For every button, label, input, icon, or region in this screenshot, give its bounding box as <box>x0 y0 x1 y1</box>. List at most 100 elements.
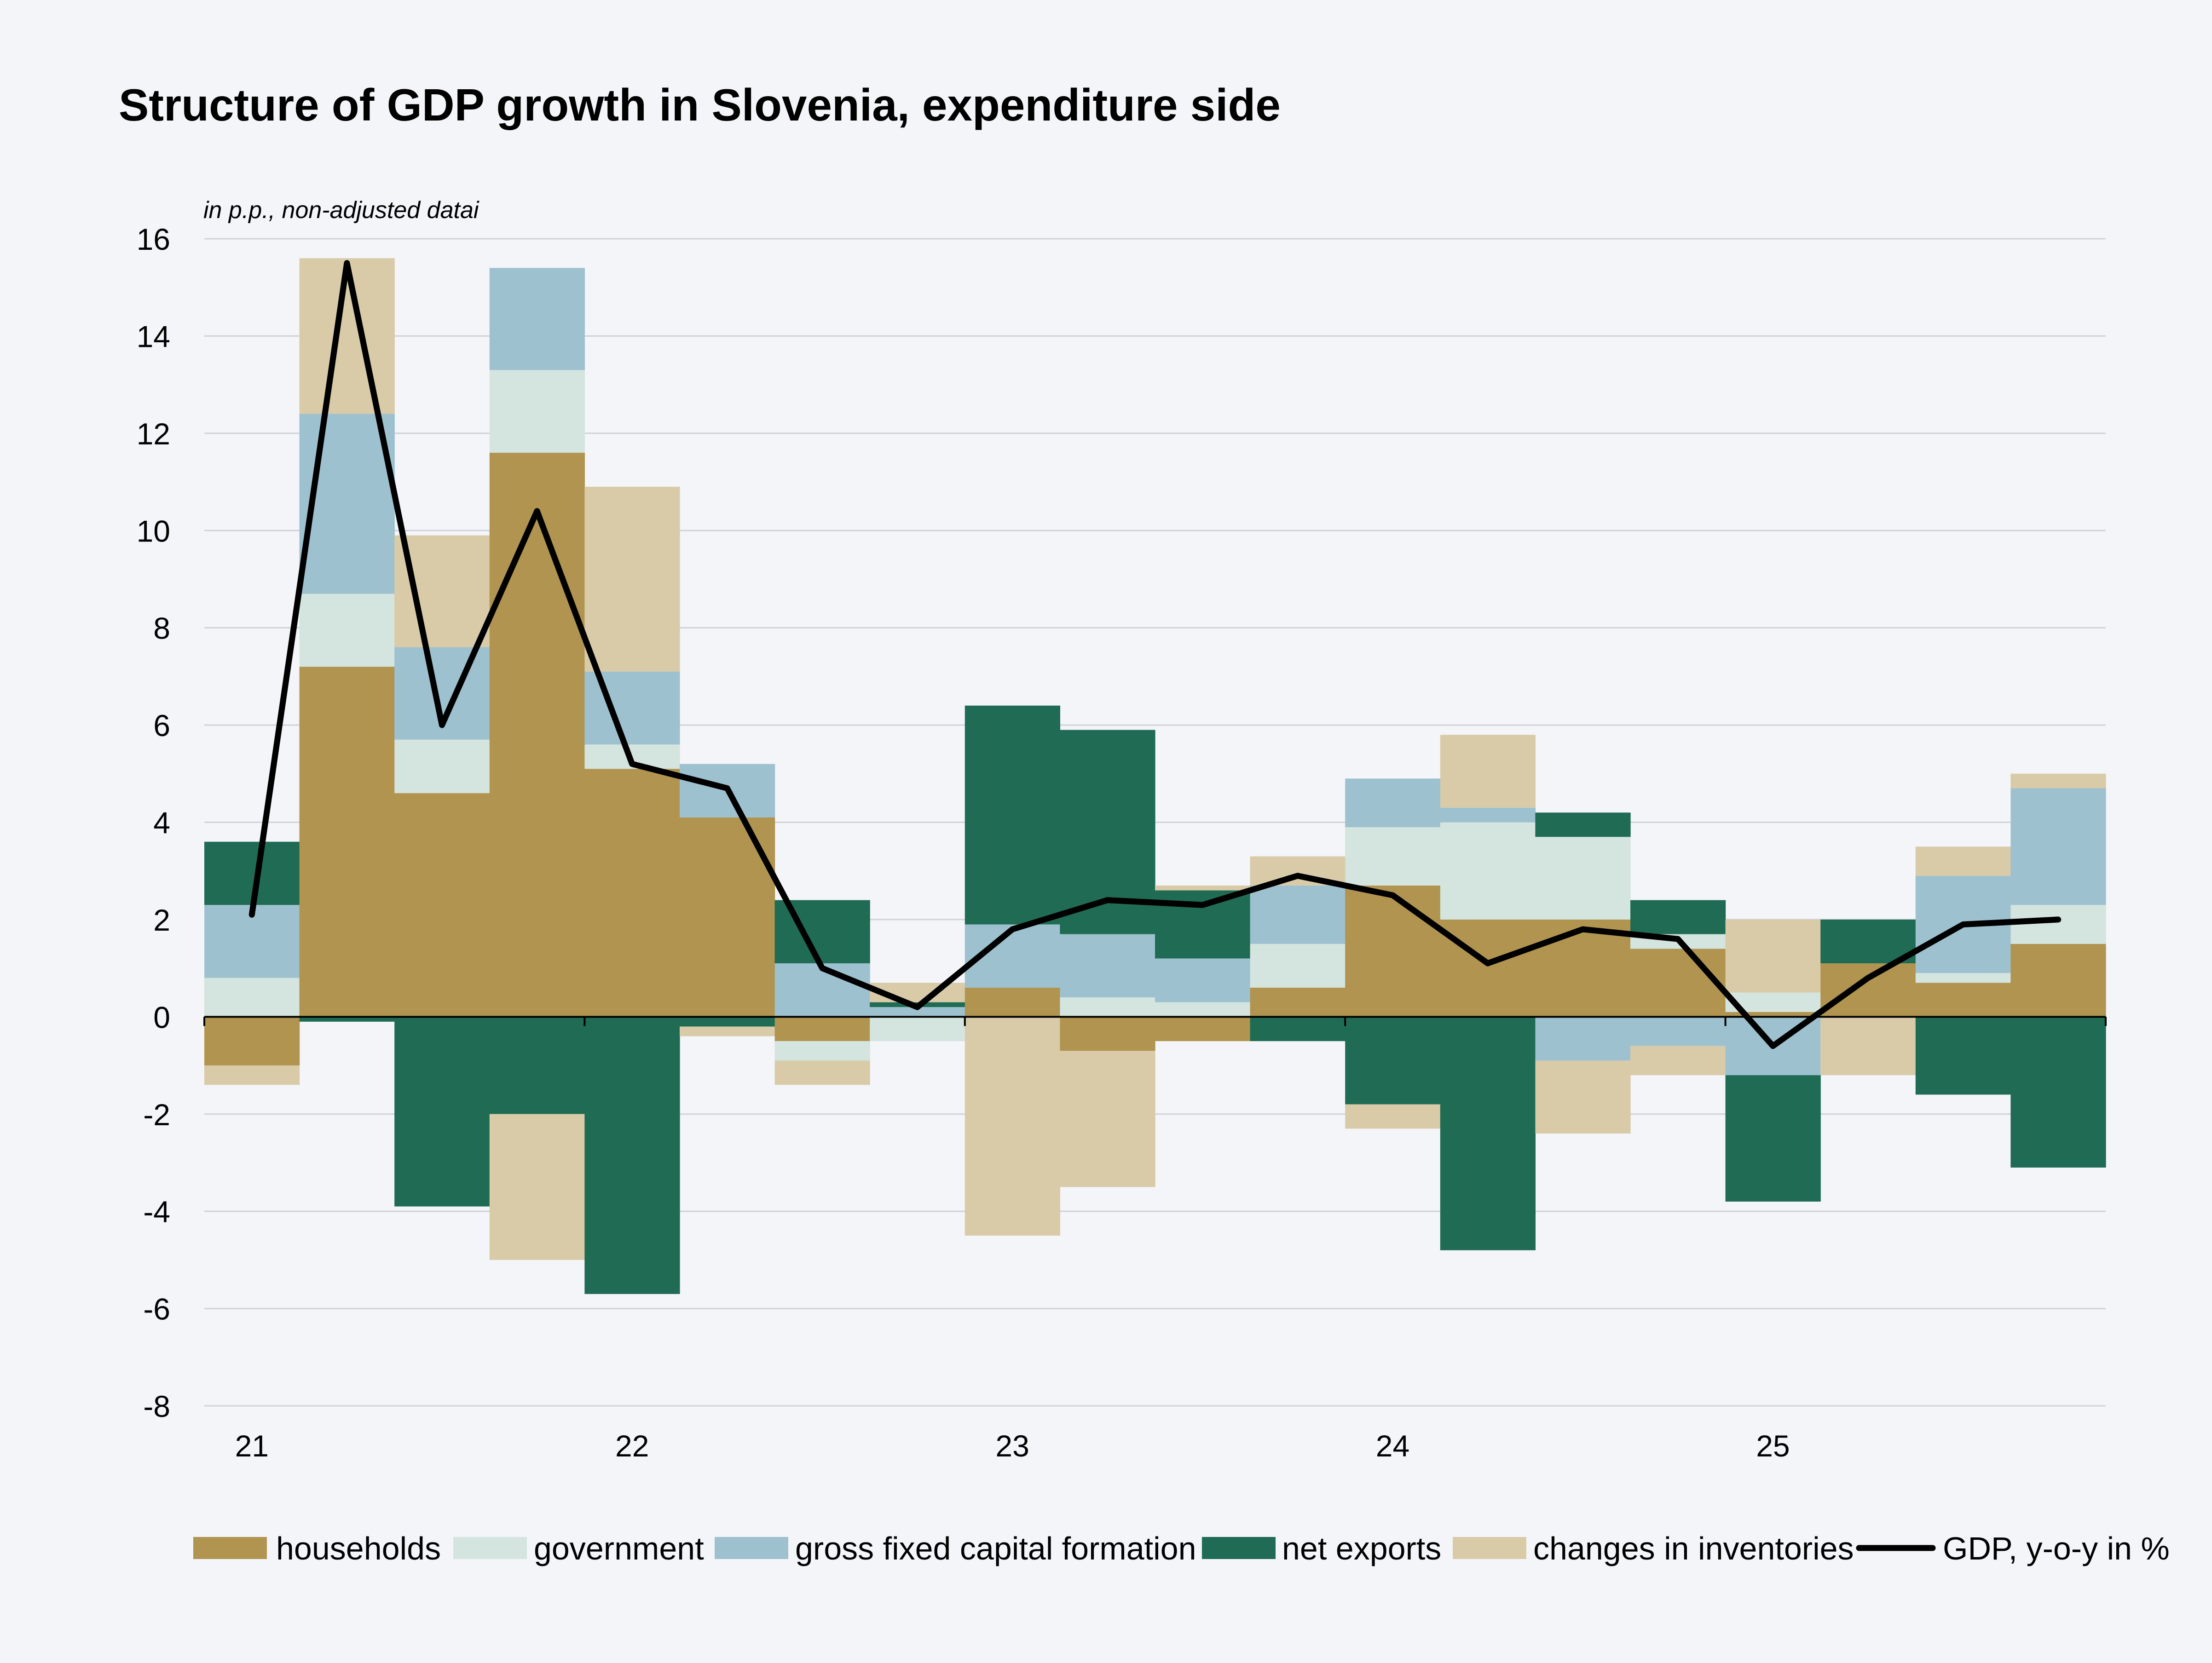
bar-changes-in-inventories-25Q1 <box>1725 919 1821 993</box>
legend-swatch <box>1453 1537 1526 1559</box>
legend-label: government <box>534 1531 704 1566</box>
legend-swatch <box>453 1537 527 1559</box>
legend-swatch <box>1202 1537 1276 1559</box>
y-tick-labels: 16 14 12 10 8 6 4 2 0 -2 -4 -6 -8 <box>137 222 170 1423</box>
bar-households-23Q3 <box>1155 1017 1251 1042</box>
legend-label: households <box>276 1531 441 1566</box>
bar-households-24Q3 <box>1535 919 1631 1017</box>
bar-government-21Q1 <box>204 978 300 1017</box>
bar-households-23Q4 <box>1250 987 1346 1017</box>
bar-net-exports-24Q4 <box>1630 900 1726 934</box>
bar-changes-in-inventories-23Q2 <box>1060 1051 1155 1187</box>
chart-subtitle: in p.p., non-adjusted datai <box>203 197 479 224</box>
bar-net-exports-22Q2 <box>680 1017 775 1027</box>
y-tick-label: 16 <box>137 222 170 256</box>
bar-government-24Q3 <box>1535 837 1631 920</box>
bar-changes-in-inventories-24Q1 <box>1345 1104 1441 1129</box>
bar-net-exports-22Q1 <box>584 1017 680 1294</box>
bar-net-exports-24Q1 <box>1345 1017 1441 1105</box>
bar-net-exports-25Q1 <box>1725 1075 1821 1202</box>
legend-label: net exports <box>1282 1531 1441 1566</box>
bar-government-24Q1 <box>1345 827 1441 886</box>
bar-net-exports-21Q4 <box>489 1017 585 1114</box>
bar-changes-in-inventories-22Q1 <box>584 487 680 672</box>
y-tick-label: 4 <box>153 806 170 840</box>
axis-layer <box>203 1016 2107 1026</box>
bar-households-24Q1 <box>1345 885 1441 1017</box>
x-tick-label: 23 <box>995 1429 1029 1463</box>
bar-gross-fixed-capital-formation-24Q2 <box>1440 807 1536 823</box>
x-tick-labels: 21 22 23 24 25 <box>235 1429 1790 1463</box>
bar-net-exports-25Q4 <box>2010 1017 2106 1168</box>
bar-government-25Q3 <box>1915 973 2011 983</box>
bar-households-21Q3 <box>394 793 490 1017</box>
bar-government-23Q2 <box>1060 997 1155 1017</box>
legend-label: changes in inventories <box>1533 1531 1854 1566</box>
bar-gross-fixed-capital-formation-21Q4 <box>489 268 585 370</box>
y-tick-label: 6 <box>153 708 170 742</box>
gdp-line <box>248 260 2062 1049</box>
y-tick-label: -2 <box>143 1098 170 1132</box>
bar-gross-fixed-capital-formation-22Q4 <box>870 1007 965 1017</box>
bar-changes-in-inventories-22Q3 <box>774 1060 870 1085</box>
bar-government-23Q3 <box>1155 1002 1251 1017</box>
x-tick-label: 24 <box>1376 1429 1409 1463</box>
bar-changes-in-inventories-21Q1 <box>204 1065 300 1085</box>
bar-government-25Q4 <box>2010 905 2106 944</box>
bar-government-24Q2 <box>1440 822 1536 920</box>
bar-gross-fixed-capital-formation-24Q3 <box>1535 1017 1631 1061</box>
bar-changes-in-inventories-24Q4 <box>1630 1046 1726 1076</box>
line-layer <box>248 260 2062 1049</box>
bar-net-exports-21Q2 <box>299 1017 395 1022</box>
bar-net-exports-25Q3 <box>1915 1017 2011 1095</box>
bar-gross-fixed-capital-formation-24Q4 <box>1630 1017 1726 1046</box>
legend-swatch <box>715 1537 788 1559</box>
bar-gross-fixed-capital-formation-23Q4 <box>1250 885 1346 944</box>
bar-changes-in-inventories-25Q3 <box>1915 846 2011 876</box>
bar-government-22Q4 <box>870 1017 965 1042</box>
bar-gross-fixed-capital-formation-21Q2 <box>299 414 395 594</box>
legend-label: GDP, y-o-y in % <box>1943 1531 2170 1566</box>
legend-swatch <box>193 1537 267 1559</box>
legend: households government gross fixed capital … <box>193 1531 2170 1566</box>
bar-households-25Q3 <box>1915 983 2011 1017</box>
bar-changes-in-inventories-21Q3 <box>394 535 490 647</box>
bar-changes-in-inventories-25Q4 <box>2010 773 2106 788</box>
bar-households-25Q2 <box>1820 963 1916 1017</box>
bar-households-22Q1 <box>584 769 680 1017</box>
bar-changes-in-inventories-23Q1 <box>965 1017 1060 1236</box>
y-tick-label: 14 <box>137 319 170 353</box>
y-tick-label: 2 <box>153 903 170 937</box>
bar-households-21Q4 <box>489 453 585 1017</box>
legend-item: changes in inventories <box>1453 1531 1854 1566</box>
bar-households-21Q1 <box>204 1017 300 1066</box>
y-tick-label: 8 <box>153 611 170 645</box>
bar-households-25Q1 <box>1725 1012 1821 1017</box>
bar-government-21Q4 <box>489 370 585 453</box>
bar-net-exports-24Q2 <box>1440 1017 1536 1250</box>
bar-gross-fixed-capital-formation-23Q3 <box>1155 958 1251 1002</box>
bar-changes-in-inventories-24Q2 <box>1440 735 1536 808</box>
y-tick-label: 10 <box>137 514 170 548</box>
legend-item: gross fixed capital formation <box>715 1531 1196 1566</box>
y-tick-label: 0 <box>153 1000 170 1034</box>
bar-gross-fixed-capital-formation-25Q4 <box>2010 788 2106 905</box>
legend-item: net exports <box>1202 1531 1441 1566</box>
bar-households-21Q2 <box>299 667 395 1017</box>
bar-net-exports-21Q3 <box>394 1017 490 1207</box>
bar-households-24Q2 <box>1440 919 1536 1017</box>
bar-households-25Q4 <box>2010 944 2106 1017</box>
bar-changes-in-inventories-21Q2 <box>299 258 395 414</box>
bar-net-exports-25Q2 <box>1820 919 1916 964</box>
y-tick-label: -4 <box>143 1195 170 1229</box>
bar-government-23Q4 <box>1250 944 1346 988</box>
bar-changes-in-inventories-24Q3 <box>1535 1060 1631 1134</box>
bar-net-exports-24Q3 <box>1535 812 1631 837</box>
y-tick-label: -8 <box>143 1389 170 1423</box>
bar-gross-fixed-capital-formation-24Q1 <box>1345 778 1441 828</box>
bar-net-exports-23Q1 <box>965 705 1060 925</box>
bar-households-24Q4 <box>1630 949 1726 1017</box>
bar-gross-fixed-capital-formation-23Q2 <box>1060 934 1155 998</box>
bar-gross-fixed-capital-formation-22Q3 <box>774 963 870 1017</box>
